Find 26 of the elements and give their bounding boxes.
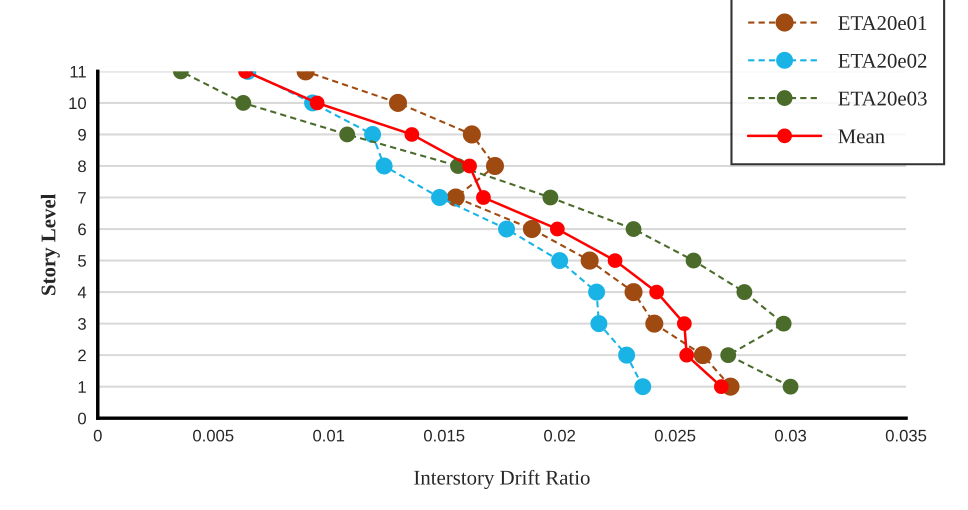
x-axis-title: Interstory Drift Ratio [414,470,590,490]
x-tick-label: 0.03 [775,430,806,442]
y-axis-title: Story Level [40,194,60,295]
x-tick-label: 0.035 [886,430,926,442]
x-tick-label: 0.015 [424,430,464,442]
y-tick-label: 11 [70,66,86,78]
x-tick-label: 0.01 [313,430,344,442]
y-tick-label: 1 [78,381,86,393]
y-tick-label: 10 [69,97,86,110]
x-tick-label: 0.005 [193,430,234,442]
y-tick-label: 6 [78,223,86,236]
legend-label: ETA20e01 [838,16,926,30]
legend-label: ETA20e03 [838,92,927,106]
x-tick-label: 0 [94,430,102,442]
legend-label: Mean [838,130,885,144]
y-tick-label: 3 [78,318,86,330]
x-tick-label: 0.025 [654,430,696,442]
y-tick-label: 2 [78,350,86,362]
legend-label: ETA20e02 [838,54,926,68]
y-tick-label: 9 [78,128,86,141]
y-tick-label: 8 [78,160,86,172]
y-tick-label: 5 [78,255,86,267]
y-tick-label: 0 [78,412,86,424]
x-tick-label: 0.02 [544,430,576,442]
y-tick-label: 7 [78,192,86,204]
y-tick-label: 4 [78,286,86,298]
